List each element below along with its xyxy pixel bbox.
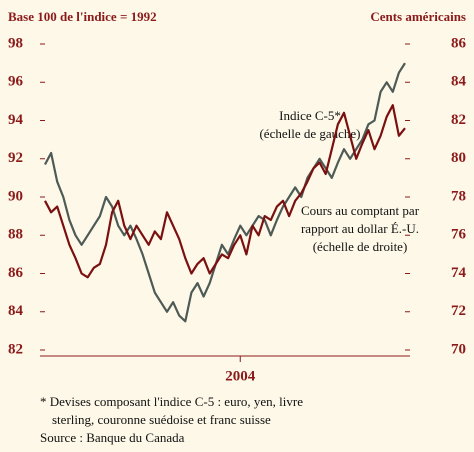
y2-tick-label: 78	[451, 188, 466, 204]
annotation: (échelle de gauche)	[259, 126, 360, 141]
y-tick-label: 94	[8, 112, 24, 128]
y-tick-label: 90	[8, 188, 23, 204]
annotation: Indice C-5*	[279, 108, 341, 123]
x-tick-label: 2004	[225, 368, 256, 384]
annotation: Cours au comptant par	[301, 203, 420, 218]
y-tick-label: 96	[8, 74, 24, 90]
y2-tick-label: 82	[451, 112, 466, 128]
y-axis-title: Base 100 de l'indice = 1992	[8, 9, 157, 24]
footnote: Source : Banque du Canada	[40, 430, 185, 445]
y-tick-label: 88	[8, 227, 23, 243]
y2-tick-label: 86	[451, 35, 467, 51]
y2-tick-label: 80	[451, 150, 466, 166]
footnote: sterling, couronne suédoise et franc sui…	[52, 412, 271, 427]
y-tick-label: 92	[8, 150, 23, 166]
y2-tick-label: 72	[451, 303, 466, 319]
y2-axis-title: Cents américains	[370, 9, 466, 24]
annotation: rapport au dollar É.-U.	[301, 221, 419, 236]
series-line	[44, 104, 406, 279]
y2-tick-label: 76	[451, 227, 467, 243]
y2-tick-label: 70	[451, 341, 466, 357]
y-tick-label: 98	[8, 35, 23, 51]
y-tick-label: 84	[8, 303, 24, 319]
y2-tick-label: 74	[451, 265, 467, 281]
y-tick-label: 86	[8, 265, 24, 281]
y2-tick-label: 84	[451, 74, 467, 90]
footnote: * Devises composant l'indice C-5 : euro,…	[40, 394, 303, 409]
series-line	[44, 62, 406, 323]
y-tick-label: 82	[8, 341, 23, 357]
annotation: (échelle de droite)	[313, 239, 408, 254]
